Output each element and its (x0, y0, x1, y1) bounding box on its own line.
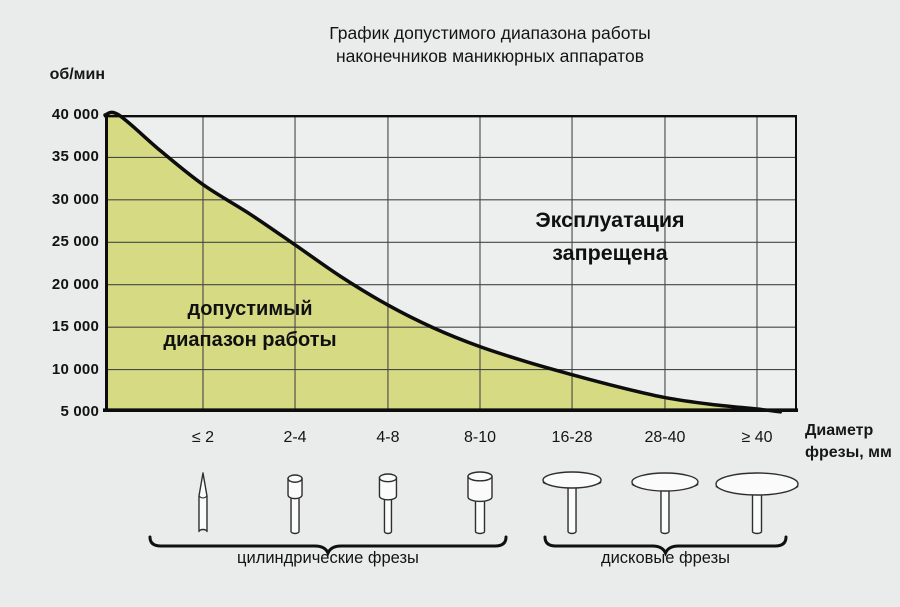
x-category-label: 2-4 (283, 429, 307, 446)
chart-title-line1: График допустимого диапазона работы (329, 23, 651, 43)
y-tick-label: 35 000 (51, 148, 99, 166)
y-tick-label: 10 000 (51, 360, 99, 378)
forbidden-region-line2: запрещена (552, 241, 668, 265)
bit-group-label: дисковые фрезы (600, 549, 731, 567)
y-tick-label: 25 000 (51, 233, 99, 251)
large-cylinder-bit-icon (467, 471, 493, 535)
y-tick-label: 30 000 (51, 190, 99, 208)
x-category-label: 16-28 (551, 429, 593, 446)
medium-cylinder-bit-icon (378, 473, 398, 535)
needle-bit-icon (198, 472, 208, 533)
y-tick-label: 20 000 (51, 275, 99, 293)
allowed-region-line2: диапазон работы (163, 329, 337, 351)
y-axis-unit-label: об/мин (49, 66, 105, 83)
forbidden-region-line1: Эксплуатация (535, 208, 685, 232)
forbidden-region-label: Эксплуатация запрещена (460, 204, 760, 270)
x-axis-title-line2: фрезы, мм (805, 444, 892, 461)
x-category-label: ≤ 2 (191, 429, 215, 446)
x-axis-title-line1: Диаметр (805, 422, 874, 439)
allowed-region-label: допустимый диапазон работы (100, 294, 400, 356)
small-disc-bit-icon (542, 471, 602, 535)
x-category-label: 28-40 (644, 429, 686, 446)
allowed-area-fill (105, 112, 781, 413)
x-category-label: ≥ 40 (741, 429, 773, 446)
chart-title: График допустимого диапазона работы нако… (190, 22, 790, 68)
small-cylinder-bit-icon (287, 474, 303, 535)
x-category-label: 4-8 (376, 429, 400, 446)
bit-group-label: цилиндрические фрезы (237, 549, 419, 567)
y-tick-label: 40 000 (51, 106, 99, 123)
plot-area (103, 110, 798, 414)
y-tick-label: 5 000 (60, 403, 99, 420)
chart-title-line2: наконечников маникюрных аппаратов (335, 46, 645, 66)
medium-disc-bit-icon (631, 472, 699, 535)
allowed-region-line1: допустимый (187, 298, 313, 320)
y-tick-label: 15 000 (51, 318, 99, 336)
x-axis-title: Диаметр фрезы, мм (805, 420, 900, 464)
rpm-limit-curve (103, 110, 783, 414)
x-category-label: 8-10 (463, 429, 496, 446)
large-disc-bit-icon (715, 472, 799, 535)
